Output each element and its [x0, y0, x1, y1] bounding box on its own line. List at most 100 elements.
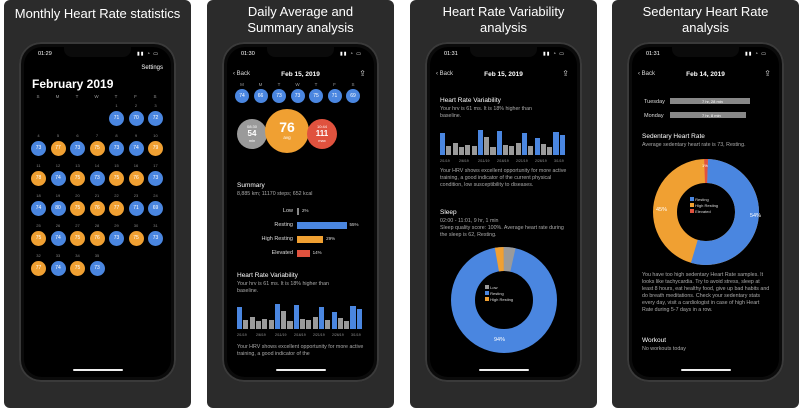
summary-title: Summary — [237, 182, 265, 189]
calendar-day[interactable]: 15 75 — [108, 163, 125, 189]
calendar-day[interactable]: 30 75 — [128, 223, 145, 249]
day-value-circle: 72 — [148, 111, 163, 126]
calendar-day[interactable]: 14 73 — [89, 163, 106, 189]
daily-value-circle[interactable]: 66 — [253, 89, 268, 103]
status-time: 01:30 — [241, 51, 255, 57]
calendar-day[interactable]: 21 76 — [89, 193, 106, 219]
day-value-circle: 79 — [148, 141, 163, 156]
calendar-day[interactable]: 7 75 — [89, 133, 106, 159]
sleep-text: Sleep quality score: 100%. Average heart… — [440, 225, 564, 238]
hrv-bar — [306, 320, 312, 329]
day-value-circle: 77 — [50, 141, 66, 156]
calendar-day[interactable]: 17 73 — [147, 163, 164, 189]
min-time: 08:30 — [246, 124, 257, 129]
calendar-day[interactable]: 26 74 — [50, 223, 67, 249]
calendar-day[interactable]: 34 75 — [69, 253, 86, 279]
daily-value-circle[interactable]: 74 — [235, 89, 249, 103]
hrv-bar — [534, 138, 540, 155]
hrv-bar — [318, 307, 325, 329]
hour-label: T — [314, 82, 318, 87]
hrv-bar — [540, 144, 546, 155]
calendar-day[interactable]: 4 73 — [30, 133, 47, 159]
calendar-day[interactable]: 8 73 — [108, 133, 125, 159]
chevron-left-icon: ‹ — [436, 71, 440, 77]
daily-value-circle[interactable]: 73 — [272, 89, 286, 103]
hrv-bar — [300, 319, 306, 329]
day-value-circle: 75 — [70, 261, 85, 276]
sleep-time: 02:00 - 11:01, 9 hr, 1 min — [440, 218, 499, 224]
calendar-day[interactable]: 23 71 — [128, 193, 145, 219]
day-number: 22 — [114, 193, 119, 198]
calendar-day[interactable]: 33 74 — [50, 253, 67, 279]
zone-bar — [297, 222, 347, 229]
calendar-day[interactable]: 27 75 — [69, 223, 86, 249]
calendar-day[interactable]: 11 78 — [30, 163, 47, 189]
notch — [267, 47, 334, 57]
day-number: 31 — [153, 223, 158, 228]
calendar-day[interactable]: 2 70 — [128, 103, 145, 129]
hrv-bar — [274, 304, 280, 329]
settings-button[interactable]: Settings — [141, 65, 163, 71]
back-button[interactable]: ‹ Back — [638, 71, 656, 77]
hrv-text: Your hrv is 61 ms. It is 18% higher than… — [237, 281, 329, 294]
calendar-day[interactable]: 24 69 — [147, 193, 164, 219]
hour-label: F — [333, 82, 336, 87]
calendar-day[interactable]: 3 72 — [147, 103, 164, 129]
calendar-day[interactable]: 12 74 — [50, 163, 67, 189]
calendar-day[interactable]: 10 79 — [147, 133, 164, 159]
calendar-day[interactable]: 5 77 — [50, 133, 67, 159]
hrv-bar — [344, 321, 350, 329]
day-value-circle: 75 — [31, 231, 46, 246]
day-number: 3 — [154, 103, 157, 108]
share-icon[interactable]: ⇪ — [562, 69, 569, 78]
share-icon[interactable]: ⇪ — [764, 69, 771, 78]
calendar-day[interactable]: 13 75 — [69, 163, 86, 189]
day-value-circle: 71 — [128, 201, 144, 216]
calendar-day[interactable]: 31 73 — [147, 223, 164, 249]
min-value: 54 — [247, 129, 257, 138]
day-value-circle: 74 — [128, 141, 144, 156]
hrv-bar — [356, 309, 362, 329]
day-value-circle: 74 — [50, 171, 66, 186]
calendar-day[interactable]: 9 74 — [128, 133, 145, 159]
back-button[interactable]: ‹ Back — [233, 71, 251, 77]
calendar-day[interactable]: 1 71 — [108, 103, 125, 129]
zone-percent: 29% — [326, 236, 336, 241]
weekday-label: T — [75, 94, 79, 99]
calendar-day[interactable]: 6 73 — [69, 133, 86, 159]
hrv-bar — [237, 307, 243, 329]
day-number: 8 — [115, 133, 118, 138]
phone-frame: 01:29 ▮▮ ◔ ▭ Settings February 2019 S M T W… — [19, 42, 176, 382]
day-value-circle: 73 — [70, 141, 85, 156]
calendar-day[interactable]: 19 80 — [50, 193, 67, 219]
zone-bar — [297, 208, 299, 215]
zone-bars: Low 2% Resting 55% High Resting 29% Elevated 14… — [233, 207, 373, 265]
hrv-bar — [477, 130, 483, 155]
status-time: 01:29 — [38, 51, 52, 57]
day-value-tuesday: 7 hr, 28 min — [702, 99, 723, 104]
calendar-day[interactable]: 16 76 — [128, 163, 145, 189]
calendar-day[interactable]: 35 73 — [89, 253, 106, 279]
zone-bar — [297, 250, 310, 257]
calendar-day[interactable]: 25 75 — [30, 223, 47, 249]
day-number: 24 — [153, 193, 158, 198]
hour-label: T — [277, 82, 281, 87]
calendar-day[interactable]: 29 73 — [108, 223, 125, 249]
daily-value-circle[interactable]: 69 — [346, 89, 360, 103]
daily-value-circle[interactable]: 73 — [290, 89, 305, 103]
pct-top: 1% — [702, 163, 708, 168]
panel-title: Heart Rate Variability analysis — [442, 4, 565, 35]
calendar-day[interactable]: 20 75 — [69, 193, 86, 219]
share-icon[interactable]: ⇪ — [359, 69, 366, 78]
calendar-day[interactable]: 22 77 — [108, 193, 125, 219]
back-button[interactable]: ‹ Back — [436, 71, 454, 77]
summary-text: 8,885 km; 11170 steps; 652 kcal — [237, 191, 313, 197]
calendar-day[interactable]: 28 76 — [89, 223, 106, 249]
daily-value-circle[interactable]: 75 — [309, 89, 323, 103]
hrv-date-label: 2/26/19 — [332, 333, 344, 337]
daily-value-circle[interactable]: 71 — [327, 89, 342, 103]
day-value-circle: 74 — [50, 261, 66, 276]
calendar-day[interactable]: 32 77 — [30, 253, 47, 279]
calendar-day[interactable]: 18 74 — [30, 193, 47, 219]
